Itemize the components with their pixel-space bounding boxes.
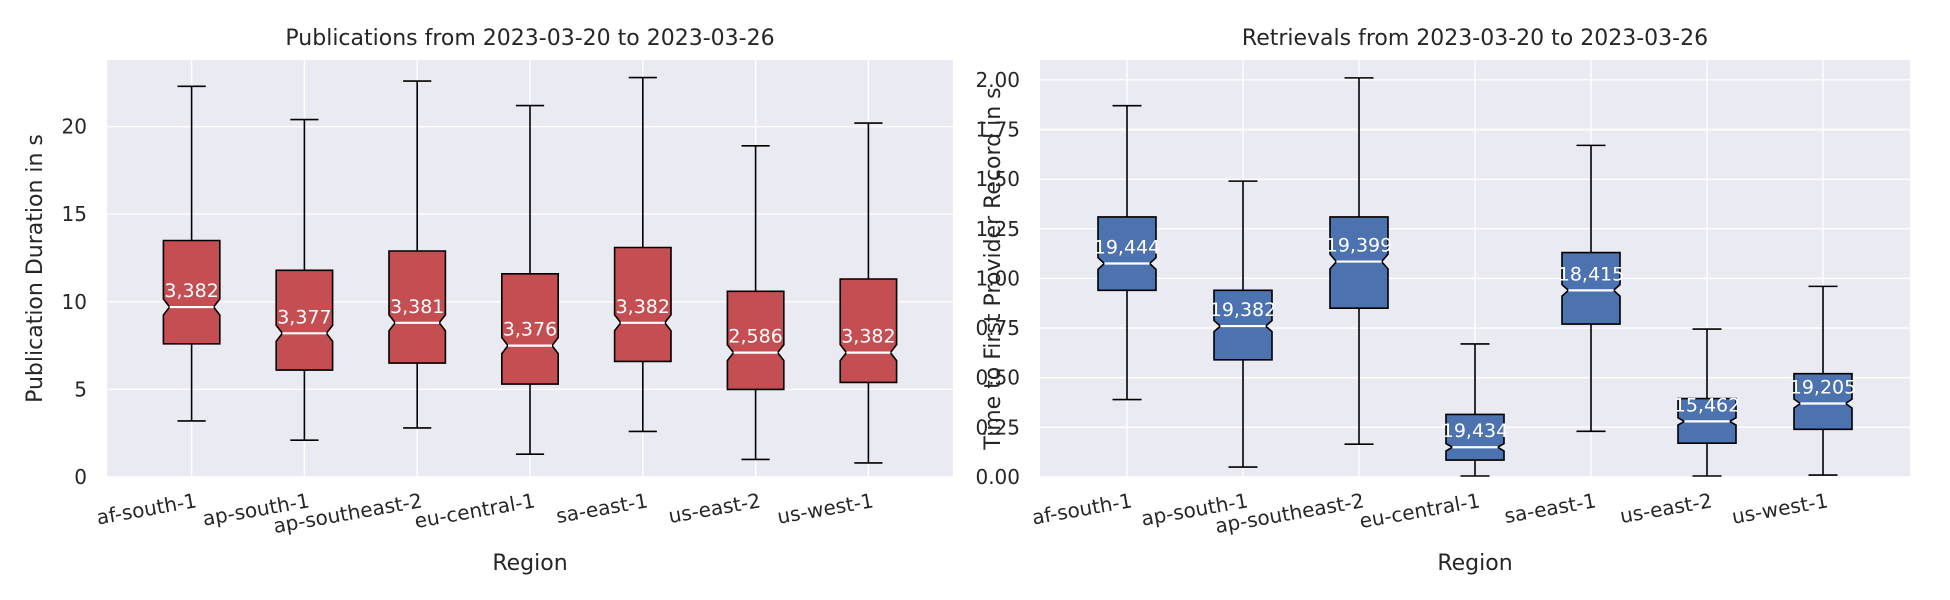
y-axis-label: Time to First Provider Record in s <box>981 87 1006 450</box>
x-tick-label: us-west-1 <box>775 488 875 529</box>
box <box>1097 216 1157 292</box>
y-axis-ticks: 0.00 0.25 0.50 0.75 1.00 1.25 1.50 1.75 2.00 <box>975 68 1020 489</box>
x-axis-ticks: af-south-1 ap-south-1ap-southeast-2eu-cen… <box>95 488 876 538</box>
y-tick-label: 1.50 <box>975 167 1020 191</box>
y-tick-label: 0.75 <box>975 316 1020 340</box>
x-axis-label: Region <box>1437 551 1512 576</box>
x-axis-ticks: af-south-1 ap-south-1ap-southeast-2eu-cen… <box>1030 488 1830 538</box>
count-label: 3,376 <box>503 319 557 341</box>
box <box>500 272 560 385</box>
box <box>1793 372 1853 431</box>
count-label: 19,434 <box>1442 420 1508 442</box>
count-label: 19,382 <box>1210 299 1276 321</box>
box <box>388 250 447 364</box>
box <box>275 269 334 371</box>
x-tick-label: sa-east-1 <box>1502 488 1597 528</box>
y-tick-label: 1.25 <box>975 217 1020 241</box>
y-tick-label: 10 <box>62 290 87 314</box>
count-label: 19,205 <box>1790 377 1856 399</box>
y-tick-label: 2.00 <box>975 68 1020 92</box>
y-tick-label: 15 <box>62 202 87 226</box>
x-tick-label: sa-east-1 <box>554 488 649 528</box>
box-group: 3,382 3,377 3,381 3,376 3,382 2,586 3,382 <box>162 76 898 464</box>
x-tick-label: af-south-1 <box>95 488 199 529</box>
publications-chart: 3,382 3,377 3,381 3,376 3,382 2,586 3,382 0 5 10… <box>23 26 953 576</box>
count-label: 3,382 <box>616 296 670 318</box>
y-tick-label: 20 <box>62 115 87 139</box>
y-tick-label: 0 <box>74 465 87 489</box>
x-tick-label: eu-central-1 <box>1358 488 1482 533</box>
count-label: 19,444 <box>1094 237 1160 259</box>
x-axis-label: Region <box>492 551 567 576</box>
count-label: 2,586 <box>728 326 782 348</box>
count-label: 15,462 <box>1674 394 1740 416</box>
box <box>1561 251 1621 325</box>
retrievals-chart: 19,444 19,382 19,399 19,434 18,415 15,462 19,2… <box>975 26 1910 576</box>
y-tick-label: 0.00 <box>975 465 1020 489</box>
count-label: 19,399 <box>1326 235 1392 257</box>
y-tick-label: 0.50 <box>975 366 1020 390</box>
y-tick-label: 0.25 <box>975 415 1020 439</box>
chart-title: Retrievals from 2023-03-20 to 2023-03-26 <box>1242 26 1708 51</box>
x-tick-label: eu-central-1 <box>413 488 537 533</box>
box <box>1445 413 1505 461</box>
y-tick-label: 1.75 <box>975 118 1020 142</box>
chart-title: Publications from 2023-03-20 to 2023-03-… <box>285 26 774 51</box>
y-axis-label: Publication Duration in s <box>23 134 48 403</box>
y-tick-label: 1.00 <box>975 266 1020 290</box>
x-tick-label: us-east-2 <box>667 488 763 528</box>
box <box>726 290 785 391</box>
count-label: 3,381 <box>390 296 444 318</box>
y-tick-label: 5 <box>74 377 87 401</box>
count-label: 3,382 <box>841 326 895 348</box>
count-label: 18,415 <box>1558 263 1624 285</box>
x-tick-label: us-east-2 <box>1618 488 1714 528</box>
box <box>613 246 672 363</box>
box <box>839 278 898 384</box>
box <box>162 239 221 345</box>
count-label: 3,382 <box>164 280 218 302</box>
x-tick-label: us-west-1 <box>1730 488 1830 529</box>
box-group: 19,444 19,382 19,399 19,434 18,415 15,462 19,2… <box>1094 77 1856 477</box>
y-axis-ticks: 0 5 10 15 20 <box>62 115 87 489</box>
count-label: 3,377 <box>277 306 331 328</box>
x-tick-label: af-south-1 <box>1030 488 1134 529</box>
